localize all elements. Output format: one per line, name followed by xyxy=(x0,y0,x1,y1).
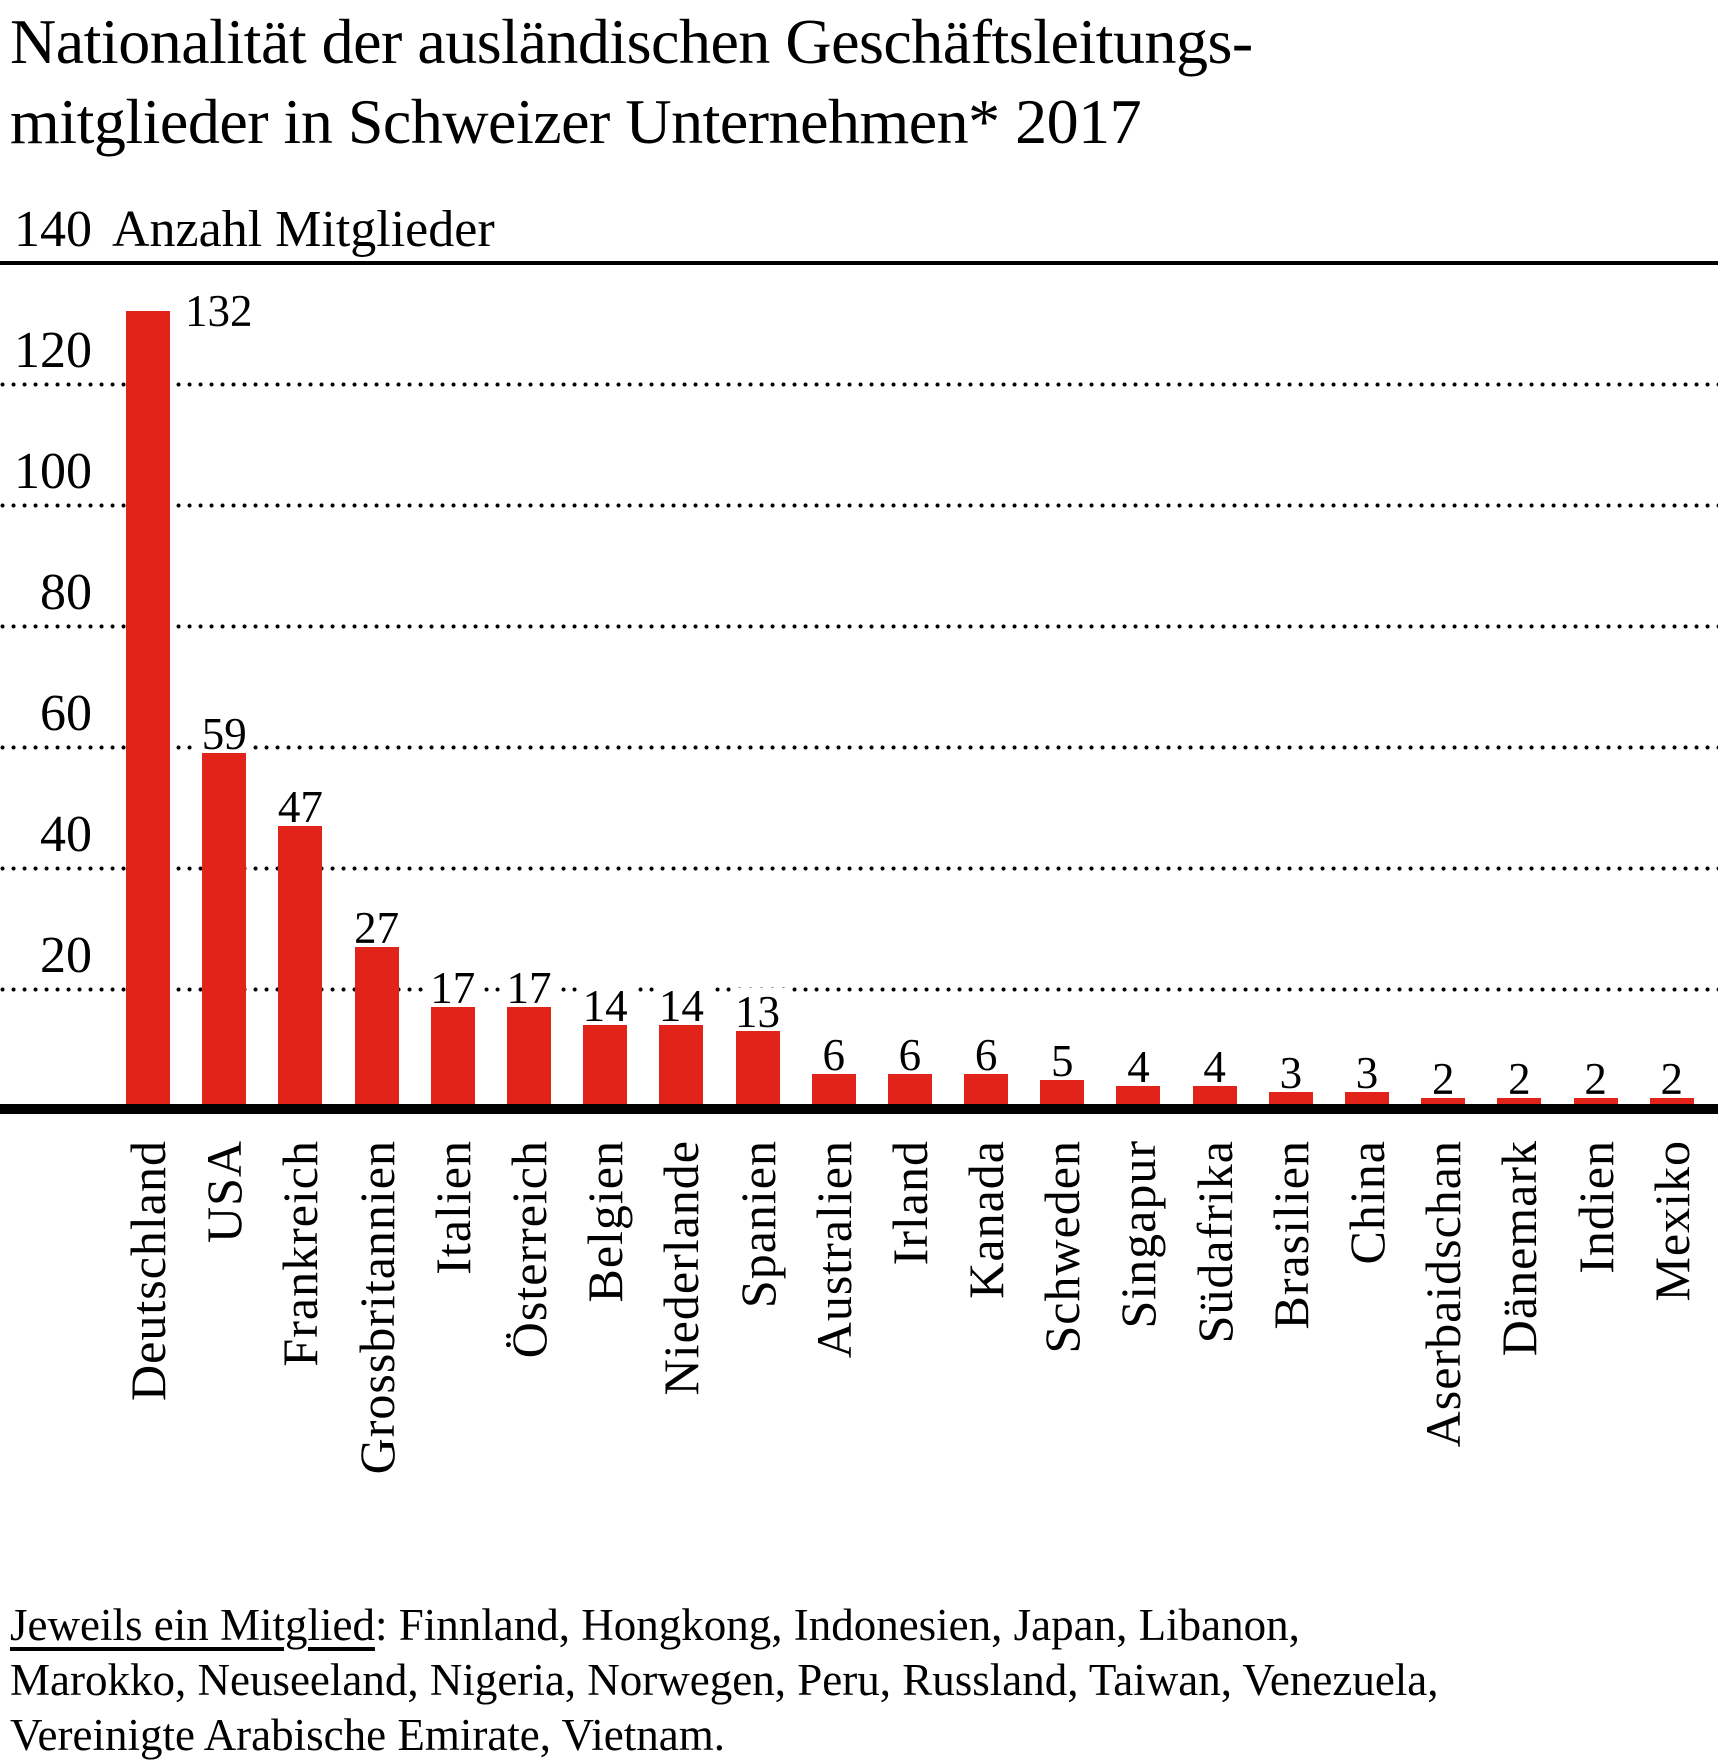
bar-value-label: 2 xyxy=(1503,1054,1536,1103)
y-axis-top-line xyxy=(0,261,1718,265)
y-gridline xyxy=(0,503,1718,508)
bar xyxy=(506,1007,551,1110)
bar-value-label: 27 xyxy=(349,903,405,952)
bar-value-label: 5 xyxy=(1046,1036,1079,1085)
footnote: Jeweils ein Mitglied: Finnland, Hongkong… xyxy=(10,1598,1710,1763)
chart-title: Nationalität der ausländischen Geschäfts… xyxy=(10,2,1253,162)
x-axis-label: Österreich xyxy=(500,1140,557,1359)
bar xyxy=(126,311,170,1110)
bar xyxy=(583,1025,628,1110)
bar-value-label: 6 xyxy=(893,1030,927,1079)
footnote-line-1-rest: : Finnland, Hongkong, Indonesien, Japan,… xyxy=(374,1600,1300,1650)
bar-value-label: 4 xyxy=(1122,1042,1155,1091)
x-axis-label: Indien xyxy=(1567,1140,1624,1274)
bar-value-label: 2 xyxy=(1426,1054,1460,1103)
bar-value-label: 47 xyxy=(272,782,328,831)
y-axis-tick-label: 80 xyxy=(40,564,92,621)
bar-value-label: 17 xyxy=(501,964,557,1013)
x-axis-label: Frankreich xyxy=(272,1140,329,1367)
footnote-lead-underlined: Jeweils ein Mitglied xyxy=(10,1600,375,1650)
x-axis-label: Südafrika xyxy=(1186,1140,1243,1344)
x-axis-label: China xyxy=(1339,1140,1396,1265)
y-gridline xyxy=(0,745,1718,750)
y-gridline xyxy=(0,987,1718,992)
x-axis-label: Schweden xyxy=(1034,1140,1091,1354)
x-axis-label: Singapur xyxy=(1110,1140,1167,1329)
x-axis-label: Brasilien xyxy=(1262,1140,1319,1330)
chart-title-line-1: Nationalität der ausländischen Geschäfts… xyxy=(10,6,1253,77)
x-axis-label: Italien xyxy=(424,1140,481,1275)
bar-value-label: 13 xyxy=(730,988,786,1037)
x-axis-label: Irland xyxy=(881,1140,938,1266)
y-axis-tick-label: 140 xyxy=(14,201,92,258)
bar-value-label: 17 xyxy=(425,964,481,1013)
y-axis-tick-label: 100 xyxy=(14,443,92,500)
x-axis-label: USA xyxy=(196,1140,253,1244)
bar-value-label: 2 xyxy=(1579,1054,1612,1103)
x-axis-label: Spanien xyxy=(729,1140,786,1309)
bar xyxy=(887,1073,932,1110)
bar xyxy=(354,946,399,1110)
bar-value-label: 14 xyxy=(577,982,633,1031)
bar-value-label: 6 xyxy=(969,1030,1003,1079)
footnote-line-3: Vereinigte Arabische Emirate, Vietnam. xyxy=(10,1710,725,1760)
bar xyxy=(278,825,323,1110)
x-axis-label: Grossbritannien xyxy=(348,1140,405,1475)
x-axis-label: Belgien xyxy=(577,1140,634,1303)
y-gridline xyxy=(0,382,1718,387)
bar-value-label: 132 xyxy=(180,287,258,336)
y-axis-tick-label: 120 xyxy=(14,322,92,379)
bar xyxy=(659,1025,704,1110)
y-axis-tick-label: 20 xyxy=(40,927,92,984)
bar xyxy=(964,1073,1009,1110)
y-gridline xyxy=(0,866,1718,871)
footnote-line-2: Marokko, Neuseeland, Nigeria, Norwegen, … xyxy=(10,1655,1439,1705)
bar-value-label: 14 xyxy=(653,982,709,1031)
chart-title-line-2: mitglieder in Schweizer Unternehmen* 201… xyxy=(10,86,1142,157)
bar xyxy=(202,753,247,1110)
x-axis-label: Deutschland xyxy=(120,1140,176,1401)
x-axis-label: Kanada xyxy=(958,1140,1015,1299)
bar xyxy=(735,1031,780,1110)
y-axis-title: Anzahl Mitglieder xyxy=(112,201,495,258)
bar xyxy=(430,1007,475,1110)
bar-value-label: 3 xyxy=(1274,1048,1308,1097)
bar-value-label: 6 xyxy=(817,1030,850,1079)
x-axis-label: Dänemark xyxy=(1491,1140,1548,1357)
y-axis-tick-label: 60 xyxy=(40,685,92,742)
x-axis-label: Aserbaidschan xyxy=(1415,1140,1472,1448)
y-gridline xyxy=(0,624,1718,629)
footnote-line-1: Jeweils ein Mitglied: Finnland, Hongkong… xyxy=(10,1598,1710,1653)
x-axis-label: Australien xyxy=(805,1140,862,1359)
y-axis-tick-label: 40 xyxy=(40,806,92,863)
bar-value-label: 3 xyxy=(1350,1048,1384,1097)
bar-value-label: 59 xyxy=(196,710,252,759)
x-axis-label: Mexiko xyxy=(1643,1140,1700,1302)
bar-value-label: 2 xyxy=(1655,1054,1689,1103)
bar-value-label: 4 xyxy=(1198,1042,1231,1091)
x-axis-label: Niederlande xyxy=(653,1140,710,1396)
bar xyxy=(811,1073,856,1110)
x-axis-baseline xyxy=(0,1104,1718,1114)
